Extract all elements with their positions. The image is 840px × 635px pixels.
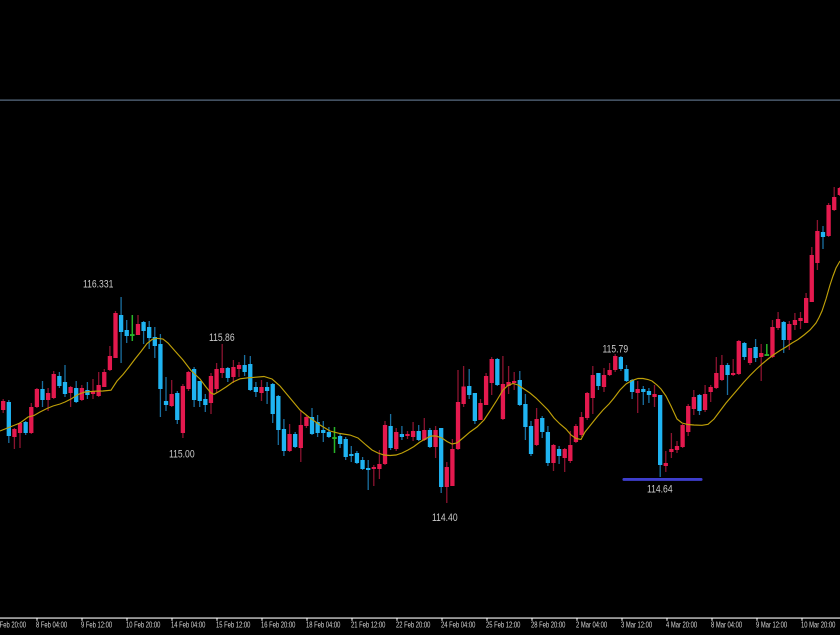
svg-text:115.86: 115.86: [209, 332, 235, 344]
svg-text:115.79: 115.79: [603, 344, 629, 356]
svg-text:15 Feb 12:00: 15 Feb 12:00: [216, 622, 251, 630]
svg-text:8 Mar 04:00: 8 Mar 04:00: [711, 622, 742, 630]
svg-text:9 Feb 12:00: 9 Feb 12:00: [81, 622, 112, 630]
svg-text:16 Feb 20:00: 16 Feb 20:00: [261, 622, 296, 630]
svg-text:10 Mar 20:00: 10 Mar 20:00: [801, 622, 836, 630]
svg-text:10 Feb 20:00: 10 Feb 20:00: [126, 622, 161, 630]
svg-text:24 Feb 04:00: 24 Feb 04:00: [441, 622, 476, 630]
svg-text:115.00: 115.00: [169, 449, 195, 461]
svg-text:21 Feb 12:00: 21 Feb 12:00: [351, 622, 386, 630]
svg-text:2 Mar 04:00: 2 Mar 04:00: [576, 622, 607, 630]
svg-text:18 Feb 04:00: 18 Feb 04:00: [306, 622, 341, 630]
svg-text:14 Feb 04:00: 14 Feb 04:00: [171, 622, 206, 630]
svg-text:22 Feb 20:00: 22 Feb 20:00: [396, 622, 431, 630]
svg-text:116.331: 116.331: [83, 279, 113, 291]
svg-text:114.40: 114.40: [432, 512, 458, 524]
svg-text:9 Mar 12:00: 9 Mar 12:00: [756, 622, 787, 630]
svg-text:8 Feb 04:00: 8 Feb 04:00: [36, 622, 67, 630]
svg-text:114.64: 114.64: [647, 484, 673, 496]
svg-text:4 Mar 20:00: 4 Mar 20:00: [666, 622, 697, 630]
svg-text:25 Feb 12:00: 25 Feb 12:00: [486, 622, 521, 630]
svg-text:3 Mar 12:00: 3 Mar 12:00: [621, 622, 652, 630]
svg-text:7 Feb 20:00: 7 Feb 20:00: [0, 622, 26, 630]
svg-text:28 Feb 20:00: 28 Feb 20:00: [531, 622, 566, 630]
